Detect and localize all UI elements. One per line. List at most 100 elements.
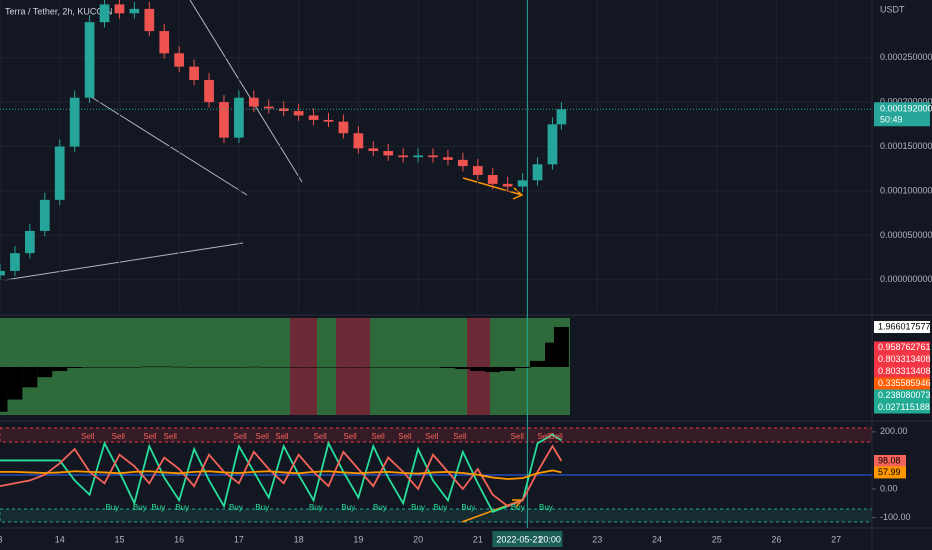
- last-price-box: [874, 102, 930, 127]
- histogram-bar: [350, 367, 366, 368]
- last-price-label: 0.000192000: [880, 104, 932, 114]
- value-label: 98.08: [878, 455, 901, 465]
- histogram-bar: [553, 327, 569, 368]
- candle-body: [487, 174, 498, 184]
- candle-body: [39, 199, 50, 231]
- candle-body: [204, 79, 214, 103]
- x-tick-label: 21: [473, 534, 483, 544]
- candle-body: [517, 180, 528, 187]
- signal-label: Buy: [175, 503, 189, 512]
- candle-body: [99, 4, 110, 23]
- histogram-bar: [321, 367, 336, 368]
- signal-label: Buy: [255, 503, 269, 512]
- candle-body: [398, 155, 409, 158]
- y-tick-label: 0.00: [880, 483, 898, 493]
- value-label: 57.99: [878, 467, 901, 477]
- level-box: [874, 321, 930, 334]
- level-label: 0.335585946: [878, 378, 931, 388]
- signal-label: Buy: [461, 503, 475, 512]
- candle-body: [532, 164, 543, 181]
- histogram-bar: [470, 367, 486, 372]
- signal-label: Sell: [256, 432, 270, 441]
- y-tick-label: -100.00: [880, 512, 911, 522]
- signal-label: Sell: [313, 432, 327, 441]
- histogram-bar: [261, 367, 277, 368]
- candle-body: [10, 253, 20, 271]
- candle-body: [114, 4, 125, 14]
- histogram-bar: [335, 367, 351, 368]
- histogram-bar: [52, 367, 68, 372]
- histogram-bar: [82, 367, 98, 368]
- oscillator-line: [0, 444, 563, 508]
- candle-body: [129, 8, 140, 14]
- level-label: 1.966017577: [878, 321, 931, 331]
- histogram-bar: [306, 367, 322, 368]
- y-tick-label: 0.000100000: [880, 185, 932, 195]
- crosshair-time: 20:00: [538, 534, 561, 544]
- signal-label: Sell: [537, 432, 551, 441]
- histogram-bar: [410, 367, 426, 368]
- symbol-title: Terra / Tether, 2h, KUCOIN: [5, 6, 112, 16]
- candle-body: [556, 109, 567, 125]
- signal-label: Sell: [371, 432, 385, 441]
- value-box: [874, 466, 906, 479]
- level-box: [874, 377, 930, 390]
- candle-body: [428, 155, 438, 158]
- candle-body: [189, 66, 199, 80]
- trendline: [87, 94, 248, 196]
- candle-body: [293, 111, 304, 116]
- level-label: 0.958762761: [878, 342, 931, 352]
- signal-label: Sell: [275, 432, 289, 441]
- signal-label: Sell: [343, 432, 357, 441]
- candle-body: [353, 133, 364, 149]
- signal-label: Buy: [373, 503, 387, 512]
- histogram-bar: [37, 367, 53, 378]
- oscillator-line: [0, 469, 562, 480]
- candle-body: [263, 106, 274, 109]
- candle-body: [54, 146, 65, 200]
- x-tick-label: 23: [592, 534, 602, 544]
- candle-body: [338, 121, 349, 134]
- candle-body: [443, 157, 453, 160]
- candle-body: [308, 115, 319, 120]
- signal-label: Sell: [233, 432, 247, 441]
- trendline: [4, 242, 244, 281]
- histogram-bar: [186, 367, 202, 368]
- y-tick-label: 0.000150000: [880, 141, 932, 151]
- histogram-bar: [380, 367, 396, 368]
- candle-body: [69, 97, 80, 147]
- y-tick-label: 0.000000000: [880, 274, 932, 284]
- signal-label: Buy: [151, 503, 165, 512]
- x-tick-label: 3: [0, 534, 3, 544]
- signal-label: Sell: [398, 432, 412, 441]
- countdown-label: 50:49: [880, 115, 903, 125]
- signal-label: Sell: [453, 432, 467, 441]
- x-tick-label: 25: [712, 534, 722, 544]
- signal-label: Sell: [511, 432, 525, 441]
- signal-label: Sell: [143, 432, 157, 441]
- candle-body: [413, 155, 423, 158]
- candle-body: [472, 166, 483, 175]
- signal-label: Sell: [549, 432, 563, 441]
- level-label: 0.238080073: [878, 390, 931, 400]
- candle-body: [25, 230, 35, 254]
- histogram-bar: [231, 367, 247, 368]
- candle-body: [383, 151, 394, 156]
- sell-zone: [467, 318, 490, 415]
- currency-label: USDT: [880, 4, 905, 14]
- candle-body: [144, 8, 155, 32]
- candle-body: [159, 31, 170, 54]
- signal-label: Buy: [229, 503, 243, 512]
- signal-label: Buy: [105, 503, 119, 512]
- sell-zone: [290, 318, 317, 415]
- histogram-bar: [276, 367, 292, 368]
- candle-body: [458, 159, 468, 167]
- signal-label: Buy: [433, 503, 447, 512]
- x-tick-label: 27: [831, 534, 841, 544]
- candle-body: [248, 97, 259, 107]
- histogram-bar: [500, 367, 516, 372]
- candle-body: [323, 119, 334, 122]
- histogram-bar: [141, 366, 157, 368]
- signal-label: Buy: [309, 503, 323, 512]
